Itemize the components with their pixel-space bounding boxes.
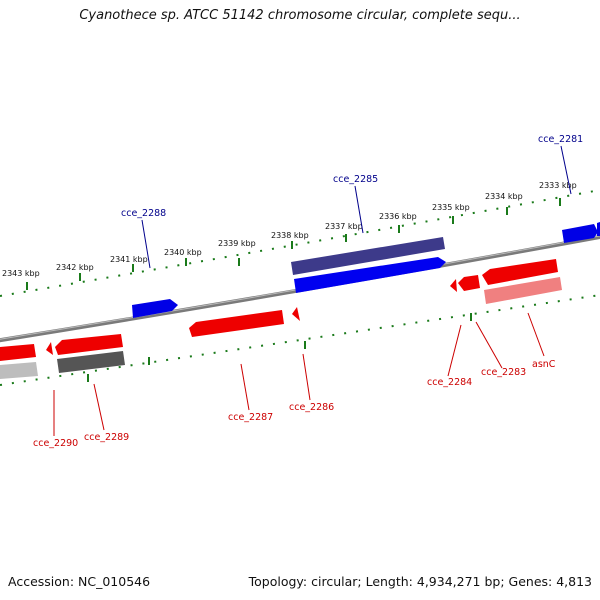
- upper-ruler: [0, 189, 600, 297]
- forward-leaders: [141, 145, 572, 269]
- gene-asnC-shaded[interactable]: [484, 277, 562, 304]
- gene-cce_2290[interactable]: [46, 342, 53, 355]
- gene-label-cce_2283[interactable]: cce_2283: [481, 367, 526, 378]
- gene-cce_2289-shaded[interactable]: [57, 351, 125, 373]
- kbp-tick-label: 2338 kbp: [271, 231, 309, 240]
- gene-cce_2287[interactable]: [189, 310, 284, 337]
- gene-cce_2285[interactable]: [294, 257, 446, 293]
- kbp-tick-label: 2334 kbp: [485, 192, 523, 201]
- forward-genes: [132, 222, 600, 318]
- lower-major-ticks: [87, 313, 472, 382]
- gene-cce_2283[interactable]: [458, 275, 480, 291]
- kbp-tick-label: 2342 kbp: [56, 263, 94, 272]
- kbp-tick-label: 2341 kbp: [110, 255, 148, 264]
- gene-label-asnC[interactable]: asnC: [532, 359, 556, 370]
- gene-label-cce_2284[interactable]: cce_2284: [427, 377, 472, 388]
- gene-label-cce_2285[interactable]: cce_2285: [333, 174, 378, 185]
- kbp-tick-label: 2336 kbp: [379, 212, 417, 221]
- gene-cce_2290-prev[interactable]: [0, 344, 36, 361]
- kbp-tick-label: 2335 kbp: [432, 203, 470, 212]
- upper-major-ticks: [26, 198, 561, 290]
- gene-label-cce_2290[interactable]: cce_2290: [33, 438, 78, 449]
- gene-label-cce_2289[interactable]: cce_2289: [84, 432, 129, 443]
- reverse-genes: [0, 259, 562, 379]
- lower-ruler: [0, 294, 600, 386]
- gene-label-cce_2286[interactable]: cce_2286: [289, 402, 334, 413]
- map-title: Cyanothece sp. ATCC 51142 chromosome cir…: [79, 8, 521, 23]
- gene-cce_2285-shaded[interactable]: [291, 237, 445, 275]
- kbp-tick-label: 2339 kbp: [218, 239, 256, 248]
- gene-cce_2286[interactable]: [292, 307, 300, 321]
- reverse-leaders: [53, 312, 545, 436]
- kbp-tick-label: 2343 kbp: [2, 269, 40, 278]
- gene-cce_2290-prev-shaded[interactable]: [0, 362, 38, 379]
- gene-label-cce_2281[interactable]: cce_2281: [538, 134, 583, 145]
- accession-label: Accession: NC_010546: [8, 574, 151, 589]
- gene-cce_2288[interactable]: [132, 299, 178, 318]
- topology-summary: Topology: circular; Length: 4,934,271 bp…: [248, 574, 592, 589]
- gene-cce_2289[interactable]: [55, 334, 123, 355]
- gene-cce_2281[interactable]: [562, 224, 598, 243]
- gene-label-cce_2288[interactable]: cce_2288: [121, 208, 166, 219]
- kbp-tick-label: 2333 kbp: [539, 181, 577, 190]
- gene-asnC[interactable]: [482, 259, 558, 285]
- kbp-tick-label: 2337 kbp: [325, 222, 363, 231]
- gene-cce_2281-next[interactable]: [597, 222, 600, 236]
- kbp-tick-label: 2340 kbp: [164, 248, 202, 257]
- gene-cce_2284[interactable]: [450, 279, 457, 292]
- gene-label-cce_2287[interactable]: cce_2287: [228, 412, 273, 423]
